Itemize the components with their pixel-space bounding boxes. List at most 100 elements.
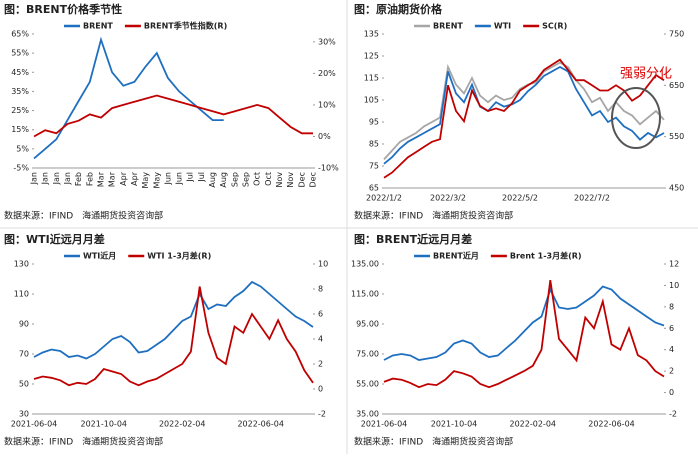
x-tick-label: 2022-06-04: [588, 420, 635, 429]
x-tick-label: Feb: [74, 172, 83, 186]
series-line: [383, 285, 665, 361]
legend-label: BRENT: [433, 22, 463, 31]
y2-tick-label: 20%: [318, 69, 336, 78]
y2-tick-label: -2: [669, 410, 677, 419]
x-tick-label: Aug: [219, 172, 228, 188]
x-tick-label: Oct: [264, 172, 273, 186]
annotation: 强弱分化: [620, 67, 672, 82]
panel-title: 图：BRENT价格季节性: [4, 2, 122, 16]
x-tick-label: 2021-10-04: [81, 420, 128, 429]
x-tick-label: 2021-06-04: [11, 420, 58, 429]
y-tick-label: 135.00: [351, 260, 379, 269]
y2-tick-label: -10%: [318, 164, 339, 173]
y-tick-label: 50: [19, 380, 29, 389]
x-tick-label: Apr: [119, 171, 128, 186]
x-tick-label: Apr: [130, 171, 139, 186]
y-tick-label: 95.00: [356, 320, 379, 329]
series-line: [383, 65, 665, 165]
y-tick-label: 110: [14, 290, 29, 299]
legend-label: BRENT季节性指数(R): [144, 21, 227, 31]
y-tick-label: 105: [364, 96, 379, 105]
series-line: [33, 286, 314, 387]
annotation-circle: [611, 87, 661, 149]
y2-tick-label: 0: [318, 385, 323, 394]
y-tick-label: 25%: [11, 106, 29, 115]
series-line: [383, 279, 665, 389]
y-tick-label: 125: [364, 52, 379, 61]
x-tick-label: Dec: [297, 172, 306, 187]
y2-tick-label: 2: [669, 367, 674, 376]
x-tick-label: 2021-10-04: [431, 420, 478, 429]
source-note: 数据来源：IFIND 海通期货投资咨询部: [354, 210, 513, 222]
y-tick-label: 65: [369, 184, 379, 193]
y2-tick-label: 8: [669, 302, 674, 311]
y-tick-label: 45%: [11, 68, 29, 77]
y2-tick-label: 550: [669, 132, 684, 141]
y2-tick-label: 750: [669, 30, 684, 39]
source-note: 数据来源：IFIND 海通期货投资咨询部: [4, 210, 163, 222]
legend-label: SC(R): [542, 22, 567, 31]
y-tick-label: 135: [364, 30, 379, 39]
x-tick-label: 2021-06-04: [361, 420, 408, 429]
y-tick-label: 35.00: [356, 410, 379, 419]
y-tick-label: 55.00: [356, 380, 379, 389]
y-tick-label: 130: [14, 260, 29, 269]
x-tick-label: 2022-02-04: [510, 420, 557, 429]
x-tick-label: Jan: [41, 172, 50, 185]
x-tick-label: Jun: [175, 172, 184, 186]
y-tick-label: 30: [19, 410, 29, 419]
x-tick-label: 2022-06-04: [237, 420, 284, 429]
y-tick-label: 65%: [11, 30, 29, 39]
x-tick-label: Jan: [30, 172, 39, 185]
source-note: 数据来源：IFIND 海通期货投资咨询部: [354, 436, 513, 448]
y-tick-label: 85: [369, 140, 379, 149]
y2-tick-label: 650: [669, 81, 684, 90]
x-tick-label: Dec: [309, 172, 318, 187]
y2-tick-label: 0%: [318, 132, 331, 141]
x-tick-label: May: [141, 172, 150, 189]
legend-label: WTI 1-3月差(R): [147, 251, 211, 261]
y2-tick-label: 10: [669, 281, 679, 290]
y2-tick-label: 30%: [318, 37, 336, 46]
legend-label: WTI: [494, 22, 511, 31]
x-tick-label: Sep: [242, 172, 251, 187]
y-tick-label: 35%: [11, 87, 29, 96]
x-tick-label: Jan: [52, 172, 61, 185]
y-tick-label: 90: [19, 320, 29, 329]
series-line: [33, 280, 314, 360]
series-line: [383, 61, 665, 161]
y2-tick-label: 2: [318, 360, 323, 369]
y2-tick-label: 10: [318, 260, 328, 269]
x-tick-label: Jun: [163, 172, 172, 186]
y2-tick-label: 6: [669, 324, 674, 333]
series-line: [33, 94, 313, 138]
y-tick-label: 55%: [11, 49, 29, 58]
y-tick-label: 15%: [11, 125, 29, 134]
legend-label: WTI近月: [83, 251, 116, 261]
y2-tick-label: 10%: [318, 100, 336, 109]
x-tick-label: Nov: [286, 172, 295, 188]
panel-title: 图：BRENT近远月月差: [354, 232, 472, 246]
series-line: [33, 36, 224, 160]
source-note: 数据来源：IFIND 海通期货投资咨询部: [4, 436, 163, 448]
y-tick-label: 5%: [16, 144, 29, 153]
y2-tick-label: 6: [318, 310, 323, 319]
y2-tick-label: 8: [318, 285, 323, 294]
x-tick-label: Oct: [253, 172, 262, 186]
x-tick-label: 2022-02-04: [159, 420, 206, 429]
panel-title: 图：原油期货价格: [354, 2, 443, 16]
series-line: [383, 58, 665, 179]
panel-title: 图：WTI近远月月差: [4, 232, 105, 246]
y-tick-label: 115.00: [351, 290, 379, 299]
y2-tick-label: 12: [669, 260, 679, 269]
legend-label: Brent 1-3月差(R): [510, 251, 582, 261]
legend-label: BRENT近月: [433, 251, 479, 261]
y2-tick-label: 4: [318, 335, 323, 344]
x-tick-label: Sep: [230, 172, 239, 187]
legend-label: BRENT: [83, 22, 113, 31]
y-tick-label: 75: [369, 162, 379, 171]
y-tick-label: 115: [364, 74, 379, 83]
y2-tick-label: 450: [669, 184, 684, 193]
x-tick-label: 2022/1/2: [366, 194, 402, 203]
